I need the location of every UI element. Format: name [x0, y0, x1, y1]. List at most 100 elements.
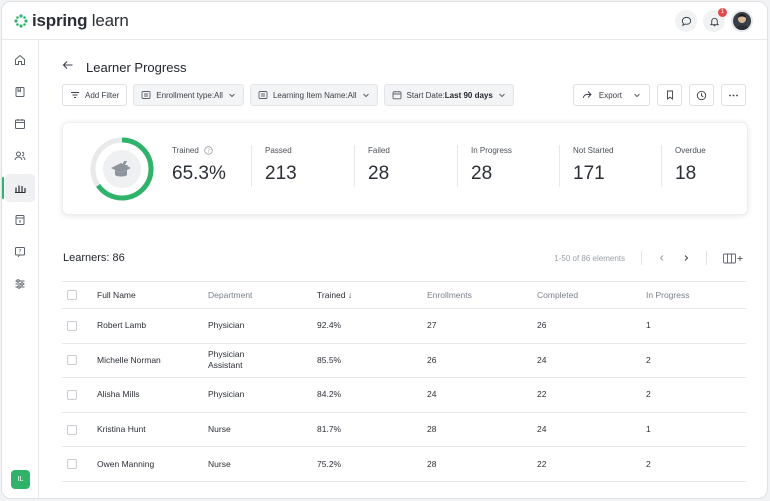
cell-completed: 24 — [537, 424, 547, 435]
stat-failed-value: 28 — [368, 163, 390, 184]
stat-in-progress: In Progress 28 — [471, 146, 512, 185]
select-all-checkbox[interactable] — [67, 290, 77, 300]
stat-not-started-label: Not Started — [573, 146, 614, 155]
chevron-right-icon[interactable] — [682, 254, 690, 262]
row-checkbox[interactable] — [67, 424, 77, 435]
column-header-department[interactable]: Department — [208, 289, 253, 300]
avatar[interactable] — [731, 10, 753, 32]
cell-full-name: Alisha Mills — [97, 389, 140, 400]
sidebar-item-calendar[interactable] — [5, 110, 35, 138]
cell-trained: 92.4% — [317, 320, 342, 331]
sidebar: ? IL — [2, 40, 39, 498]
list-icon — [141, 91, 151, 99]
cell-in-progress: 1 — [646, 320, 651, 331]
list-icon — [258, 91, 268, 99]
row-checkbox[interactable] — [67, 459, 77, 470]
divider — [661, 145, 662, 187]
notifications-button[interactable]: 1 — [703, 8, 727, 32]
column-header-full-name[interactable]: Full Name — [97, 289, 136, 300]
sidebar-item-courses[interactable] — [5, 78, 35, 106]
stat-passed-label: Passed — [265, 146, 292, 155]
export-button[interactable]: Export — [572, 84, 650, 106]
cell-enrollments: 24 — [427, 389, 437, 400]
top-actions: 1 — [675, 8, 753, 32]
arrow-left-icon — [62, 61, 73, 69]
bookmark-button[interactable] — [657, 84, 682, 106]
pagination-range: 1-50 of 86 elements — [554, 253, 625, 263]
sidebar-item-catalog[interactable] — [5, 206, 35, 234]
stat-failed: Failed 28 — [368, 146, 390, 185]
cell-full-name: Michelle Norman — [97, 354, 161, 365]
more-button[interactable] — [721, 84, 746, 106]
table-row[interactable]: Alisha Mills Physician 84.2% 24 22 2 — [62, 378, 746, 413]
graduation-cap-icon — [111, 161, 131, 177]
chevron-down-icon — [498, 93, 505, 98]
divider — [354, 145, 355, 187]
schedule-button[interactable] — [689, 84, 714, 106]
cell-enrollments: 27 — [427, 320, 437, 331]
book-icon — [15, 87, 25, 97]
ispring-logo-icon — [14, 14, 28, 28]
cell-department: Physician Assistant — [208, 349, 245, 371]
enrollment-type-filter[interactable]: Enrollment type: All — [133, 84, 244, 106]
table-row[interactable]: Robert Lamb Physician 92.4% 27 26 1 — [62, 309, 746, 344]
sidebar-item-home[interactable] — [5, 46, 35, 74]
chat-button[interactable] — [675, 10, 697, 32]
help-icon: ? — [15, 247, 25, 258]
stat-in-progress-value: 28 — [471, 163, 493, 184]
notification-badge: 1 — [718, 8, 727, 17]
cell-full-name: Robert Lamb — [97, 320, 147, 331]
sidebar-item-settings[interactable] — [5, 270, 35, 298]
sidebar-item-reports[interactable] — [2, 174, 35, 202]
logo[interactable]: ispring learn — [14, 11, 129, 31]
stat-overdue-value: 18 — [675, 163, 697, 184]
stat-passed-value: 213 — [265, 163, 297, 184]
cell-department: Nurse — [208, 458, 231, 469]
back-button[interactable] — [62, 58, 74, 76]
trained-progress-ring — [90, 137, 154, 201]
table-row[interactable]: Michelle Norman Physician Assistant 85.5% 2… — [62, 344, 746, 379]
page-title: Learner Progress — [86, 59, 187, 75]
learning-item-value: All — [347, 90, 357, 100]
learners-count-title: Learners: 86 — [63, 252, 125, 264]
chevron-down-icon — [362, 93, 369, 98]
clock-icon — [696, 90, 707, 100]
stat-overdue-label: Overdue — [675, 146, 706, 155]
table-header-row: Full Name Department Trained ↓ Enrollmen… — [62, 281, 746, 309]
add-filter-button[interactable]: Add Filter — [62, 84, 128, 106]
row-checkbox[interactable] — [67, 389, 77, 400]
stat-trained: Trained ? 65.3% — [172, 146, 226, 185]
cell-enrollments: 28 — [427, 424, 437, 435]
sidebar-item-users[interactable] — [5, 142, 35, 170]
table-row[interactable]: Owen Manning Nurse 75.2% 28 22 2 — [62, 447, 746, 482]
column-header-enrollments[interactable]: Enrollments — [427, 289, 472, 300]
columns-add-icon[interactable] — [723, 253, 743, 264]
column-header-trained[interactable]: Trained ↓ — [317, 289, 353, 300]
stat-in-progress-label: In Progress — [471, 146, 512, 155]
enrollment-type-value: All — [214, 90, 223, 100]
table-row[interactable]: Kristina Hunt Nurse 81.7% 28 24 1 — [62, 413, 746, 448]
page-header: Learner Progress — [62, 58, 186, 76]
stat-trained-label: Trained — [172, 146, 199, 155]
learning-item-filter[interactable]: Learning Item Name: All — [249, 84, 378, 106]
user-initials-chip[interactable]: IL — [11, 470, 30, 489]
cell-full-name: Owen Manning — [97, 458, 155, 469]
column-header-in-progress[interactable]: In Progress — [646, 289, 690, 300]
chevron-left-icon[interactable] — [658, 254, 666, 262]
row-checkbox[interactable] — [67, 320, 77, 331]
row-checkbox[interactable] — [67, 355, 77, 366]
cell-trained: 75.2% — [317, 458, 342, 469]
learners-table: Full Name Department Trained ↓ Enrollmen… — [62, 281, 746, 482]
sidebar-item-help[interactable]: ? — [5, 238, 35, 266]
catalog-icon — [15, 215, 25, 225]
column-header-completed[interactable]: Completed — [537, 289, 579, 300]
cell-trained: 84.2% — [317, 389, 342, 400]
stat-passed: Passed 213 — [265, 146, 297, 185]
cell-department: Physician — [208, 389, 245, 400]
home-icon — [15, 54, 25, 65]
filter-bar: Add Filter Enrollment type: All Learning… — [62, 84, 514, 106]
start-date-filter[interactable]: Start Date: Last 90 days — [383, 84, 514, 106]
reports-icon — [15, 185, 26, 193]
calendar-icon — [15, 119, 25, 129]
info-icon[interactable]: ? — [204, 146, 213, 155]
